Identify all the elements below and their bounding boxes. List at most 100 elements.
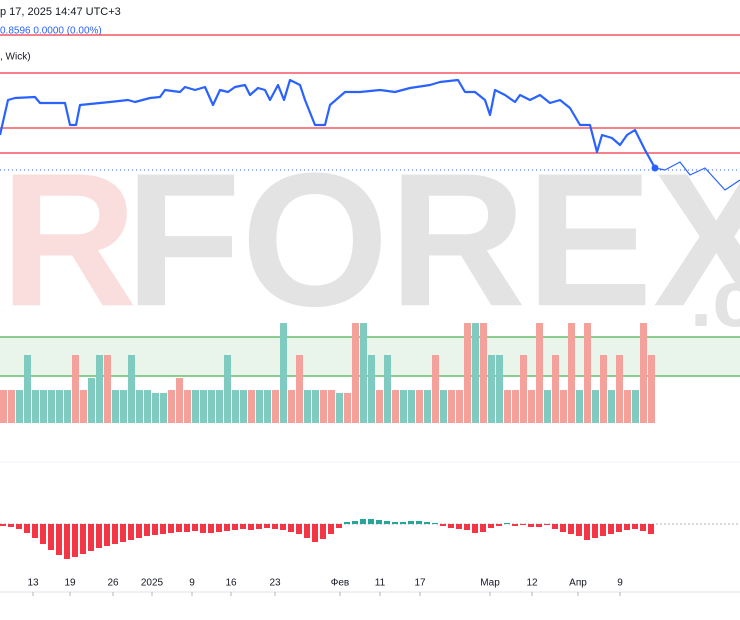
volume-bar [544, 390, 551, 423]
volume-bar [592, 390, 599, 423]
oscillator-bar [616, 524, 622, 532]
oscillator-bar [264, 524, 270, 528]
oscillator-bar [216, 524, 222, 532]
volume-bar [576, 390, 583, 423]
volume-bar [264, 390, 271, 423]
volume-bar [496, 355, 503, 423]
watermark-main: FOREX [125, 134, 740, 346]
volume-bar [224, 355, 231, 423]
price-info: 0.8596 0.0000 (0.00%) [0, 26, 102, 37]
volume-bar [432, 355, 439, 423]
volume-bar [624, 390, 631, 423]
volume-bar [72, 355, 79, 423]
oscillator-bar [248, 524, 254, 530]
oscillator-bar [0, 524, 6, 526]
volume-bar [472, 323, 479, 423]
volume-bar [392, 390, 399, 423]
x-tick-label: 9 [617, 578, 623, 589]
x-tick-label: 17 [414, 578, 426, 589]
volume-bar [560, 390, 567, 423]
volume-bar [192, 390, 199, 423]
oscillator-bar [472, 524, 478, 533]
volume-bar [408, 390, 415, 423]
oscillator-bar [528, 524, 534, 527]
volume-bar [80, 390, 87, 423]
x-tick-label: 23 [269, 578, 281, 589]
volume-bar [240, 390, 247, 423]
oscillator-bar [448, 524, 454, 528]
oscillator-bar [376, 520, 382, 524]
x-tick-label: 11 [375, 578, 386, 589]
oscillator-bar [112, 524, 118, 544]
volume-bar [360, 323, 367, 423]
volume-bar [312, 390, 319, 423]
volume-bar [8, 390, 15, 423]
volume-bar [280, 323, 287, 423]
volume-bar [16, 390, 23, 423]
volume-bar [584, 323, 591, 423]
oscillator-bar [136, 524, 142, 538]
oscillator-bar [120, 524, 126, 542]
volume-bar [48, 390, 55, 423]
volume-bar [608, 390, 615, 423]
last-point [651, 164, 659, 172]
volume-bar [136, 390, 143, 423]
volume-bar [448, 390, 455, 423]
oscillator-bar [168, 524, 174, 533]
oscillator-bar [400, 522, 406, 524]
oscillator-bar [456, 524, 462, 529]
volume-bar [504, 390, 511, 423]
oscillator-bar [144, 524, 150, 536]
volume-bar [112, 390, 119, 423]
volume-bar [384, 355, 391, 423]
oscillator-bar [416, 521, 422, 524]
oscillator-bar [368, 519, 374, 524]
oscillator-bar [512, 524, 518, 526]
oscillator-bar [480, 524, 486, 532]
oscillator-bar [152, 524, 158, 535]
oscillator-bar [504, 523, 510, 524]
oscillator-bar [552, 524, 558, 529]
volume-bar [208, 390, 215, 423]
x-tick-label: 9 [189, 578, 195, 589]
oscillator-bar [80, 524, 86, 554]
price-line [0, 78, 656, 169]
volume-bar [320, 390, 327, 423]
oscillator-bar [8, 524, 14, 527]
volume-bar [336, 393, 343, 423]
oscillator-bar [520, 524, 526, 525]
volume-bar [176, 378, 183, 423]
oscillator-bar [384, 521, 390, 524]
watermark: R FOREX .c [0, 134, 740, 346]
oscillator-bar [320, 524, 326, 539]
volume-bar [144, 390, 151, 423]
volume-bar [632, 390, 639, 423]
volume-bar [152, 393, 159, 423]
watermark-right: .c [690, 254, 740, 343]
volume-bar [88, 378, 95, 423]
volume-bar [56, 390, 63, 423]
x-tick-label: 13 [27, 578, 39, 589]
volume-bar [520, 355, 527, 423]
volume-bar [128, 355, 135, 423]
volume-bar [248, 390, 255, 423]
x-tick-label: 16 [225, 578, 237, 589]
volume-bar [184, 390, 191, 423]
oscillator-bar [24, 524, 30, 533]
volume-bar [488, 355, 495, 423]
oscillator-bar [280, 524, 286, 530]
oscillator-bar [184, 524, 190, 532]
oscillator-bar [312, 524, 318, 542]
volume-bar [168, 390, 175, 423]
oscillator-bar [352, 521, 358, 524]
volume-bar [400, 390, 407, 423]
oscillator-bar [64, 524, 70, 559]
oscillator-bar [432, 523, 438, 524]
oscillator-bar [32, 524, 38, 538]
oscillator-bar [200, 524, 206, 533]
oscillator-bar [176, 524, 182, 532]
x-tick-label: Апр [569, 578, 587, 589]
oscillator-bar [128, 524, 134, 540]
oscillator-bar [440, 524, 446, 526]
oscillator-bar [600, 524, 606, 536]
